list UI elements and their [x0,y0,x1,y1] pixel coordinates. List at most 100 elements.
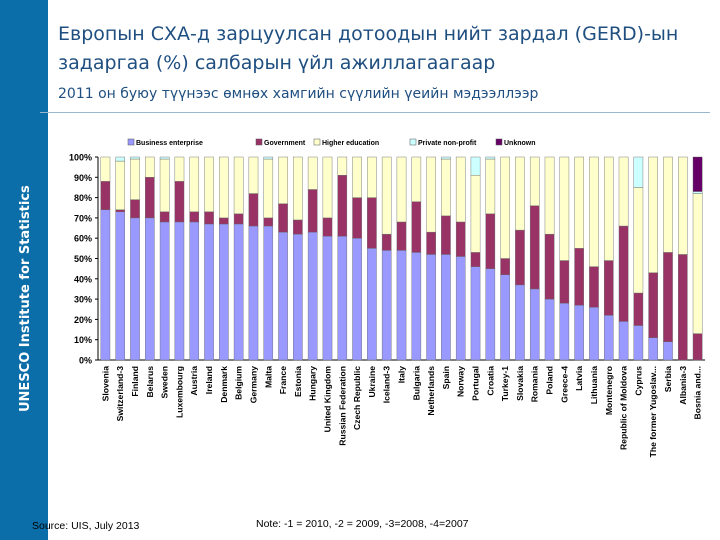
bar-segment [633,187,644,294]
bar-segment [663,156,673,253]
x-tick-label: Netherlands [426,366,436,416]
x-tick-label: Finland [130,366,140,397]
legend-swatch [313,138,321,146]
bar-segment [381,156,392,235]
bar-segment [411,156,422,202]
y-tick-label: 70% [74,213,92,223]
bar-segment [233,213,244,225]
bar-segment [145,156,155,178]
x-tick-label: Austria [189,366,199,396]
bar-segment [633,292,644,326]
bar-segment [115,160,125,210]
bar-segment [159,211,170,223]
x-tick-label: The former Yugoslav... [648,366,658,457]
title-divider [40,112,710,113]
x-tick-label: Switzerland-3 [115,366,125,422]
bar-segment [145,217,155,361]
title-line-2: задаргаа (%) салбарын үйл ажиллагаагаар [58,52,496,74]
x-tick-label: Iceland-3 [382,366,392,403]
bar-segment [589,307,599,361]
bar-segment [529,288,540,361]
bar-segment [544,156,555,235]
bar-segment [441,156,451,160]
bar-segment [559,156,570,261]
bar-segment [544,233,555,300]
bar-segment [367,197,377,249]
x-tick-label: Bosnia and... [693,366,703,419]
bar-segment [322,156,333,219]
bar-segment [278,203,288,233]
bar-segment [352,237,362,361]
x-tick-label: Bulgaria [411,366,421,401]
bar-segment [352,197,362,239]
y-tick-label: 0% [79,356,92,366]
x-tick-label: Albania-3 [678,366,688,405]
bar-segment [204,223,214,361]
bar-segment [426,254,436,361]
x-tick-label: Czech Republic [352,366,362,430]
bar-segment [470,252,481,267]
x-tick-label: Slovenia [100,366,110,402]
legend-label: Private non-profit [418,140,477,147]
bar-segment [633,156,644,188]
x-tick-label: Malta [263,366,273,388]
x-tick-label: Belgium [234,366,244,400]
stacked-bar-chart: 0% 10% 20% 30% 40% 50% 60% 70% 80% 90% 100% Sloveni… [69,138,705,457]
bar-segment [367,248,377,361]
bar-segment [663,252,673,342]
y-tick-label: 10% [74,335,92,345]
bar-segment [692,191,703,194]
y-tick-label: 90% [74,173,92,183]
bar-segment [293,233,303,361]
sidebar-label: UNESCO Institute for Statistics [18,185,33,412]
bar-segment [589,266,599,308]
bar-segment [263,158,274,219]
x-tick-label: Republic of Moldova [619,366,629,450]
bar-segment [159,158,170,213]
x-tick-label: Norway [456,366,466,397]
legend-swatch [127,138,135,146]
y-tick-label: 30% [74,295,92,305]
bar-segment [396,221,407,251]
bar-segment [307,231,318,361]
legend-swatch [255,138,263,146]
legend-label: Government [264,140,306,147]
bar-segment [189,221,200,361]
bar-segment [219,156,229,219]
bar-segment [159,221,170,361]
bar-segment [603,315,614,361]
bar-segment [263,217,274,227]
y-tick-label: 40% [74,274,92,284]
bar-segment [455,256,466,361]
bar-segment [485,156,496,160]
legend-label: Higher education [322,140,379,147]
bar-segment [441,254,451,361]
bar-segment [159,156,170,160]
x-tick-label: Latvia [574,366,584,391]
x-tick-label: Russian Federation [337,366,347,446]
footnote: Note: -1 = 2010, -2 = 2009, -3=2008, -4=… [256,518,469,530]
x-tick-label: Spain [441,366,451,389]
bar-segment [663,341,673,361]
x-tick-label: Belarus [145,366,155,398]
bar-segment [204,156,214,213]
bar-segment [470,175,481,253]
source-note: Source: UIS, July 2013 [32,520,140,532]
bar-segment [189,211,200,223]
y-tick-label: 80% [74,193,92,203]
x-tick-label: Hungary [308,366,318,401]
y-tick-label: 60% [74,234,92,244]
bar-segment [411,252,422,361]
bar-segment [515,229,525,286]
bar-segment [130,217,140,361]
bar-segment [648,272,658,338]
bar-segment [678,156,688,255]
x-tick-label: Estonia [293,366,303,397]
bar-segment [515,284,525,361]
bar-segment [337,235,348,361]
bar-segment [322,235,333,361]
bar-segment [633,325,644,361]
bar-segment [396,250,407,361]
x-tick-label: Portugal [471,366,481,401]
y-tick-label: 50% [74,254,92,264]
